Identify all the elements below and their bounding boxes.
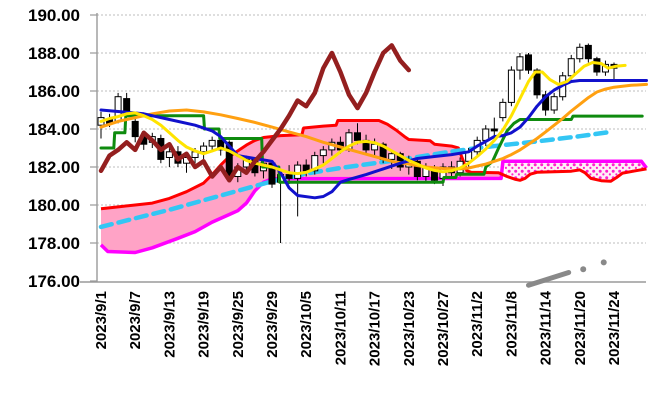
long-term-line-dot — [580, 266, 587, 273]
x-axis-date-label: 2023/11/20 — [572, 291, 589, 365]
x-axis-date-label: 2023/10/17 — [367, 291, 384, 366]
candle-body-up — [507, 69, 515, 103]
lagging-span-line — [98, 43, 412, 183]
x-axis-date-label: 2023/9/1 — [93, 291, 110, 349]
x-axis-date-label: 2023/10/23 — [401, 291, 418, 366]
candle-body-down — [533, 69, 541, 96]
candle-body-down — [123, 98, 131, 113]
candle — [165, 148, 173, 167]
y-axis-label: 182.00 — [28, 158, 80, 177]
candle — [499, 98, 507, 122]
y-axis-label: 188.00 — [28, 44, 80, 63]
x-axis-date-label: 2023/9/7 — [127, 291, 144, 349]
y-axis-label: 186.00 — [28, 82, 80, 101]
y-axis-label: 180.00 — [28, 196, 80, 215]
x-axis-labels: 2023/9/1 2023/9/7 2023/9/13 2023/9/19 2023/9… — [93, 290, 623, 366]
candle-body-up — [567, 58, 575, 77]
candle — [507, 66, 515, 107]
candle — [584, 43, 592, 63]
candle-body-up — [499, 101, 507, 119]
candle — [200, 142, 208, 160]
x-axis-date-label: 2023/11/14 — [538, 290, 555, 365]
ma-slow-line — [99, 82, 648, 171]
x-axis-date-label: 2023/9/29 — [264, 291, 281, 358]
x-axis-date-label: 2023/9/13 — [161, 291, 178, 358]
candle-body-down — [131, 120, 139, 138]
candle — [311, 151, 319, 175]
y-axis-label: 176.00 — [28, 272, 80, 291]
candle-body-up — [388, 153, 396, 160]
candle — [550, 92, 558, 114]
candle — [593, 56, 601, 76]
candle — [576, 43, 584, 63]
candle-body-down — [413, 160, 421, 178]
candle-body-up — [208, 139, 216, 147]
trend-dashed-line — [98, 129, 613, 230]
candle-body-down — [593, 58, 601, 73]
candle-body-down — [217, 139, 225, 151]
candle — [114, 92, 122, 124]
candle-body-down — [354, 132, 361, 141]
candle-body-up — [311, 155, 319, 172]
x-axis-date-label: 2023/10/5 — [298, 291, 315, 358]
candle-body-up — [576, 46, 584, 60]
candle-body-up — [550, 96, 558, 111]
candle-body-up — [200, 145, 208, 153]
candle — [208, 136, 216, 152]
candle-body-down — [285, 174, 293, 179]
kumo-cloud-dotted — [502, 161, 647, 182]
long-term-line — [526, 270, 572, 288]
x-axis-date-label: 2023/11/24 — [606, 290, 623, 365]
x-axis-date-label: 2023/11/2 — [469, 291, 486, 357]
y-axis-label: 184.00 — [28, 120, 80, 139]
y-axis-label: 178.00 — [28, 234, 80, 253]
candle-body-down — [525, 54, 532, 71]
candle — [131, 117, 139, 143]
candle — [354, 123, 361, 145]
y-axis-label: 190.00 — [28, 6, 80, 25]
candle — [525, 53, 532, 74]
candle-body-down — [490, 128, 498, 132]
candle-body-down — [396, 153, 404, 168]
y-axis-labels: 190.00 188.00 186.00 184.00 182.00 180.00 178.… — [28, 6, 80, 291]
candle — [490, 117, 498, 137]
candle — [319, 146, 327, 164]
candle — [294, 161, 302, 217]
x-axis-date-label: 2023/10/11 — [332, 291, 349, 365]
x-axis-date-label: 2023/9/25 — [230, 291, 247, 358]
x-axis-date-label: 2023/10/27 — [435, 291, 452, 366]
candle-body-up — [516, 56, 524, 71]
candle-body-up — [294, 164, 302, 179]
ma-fast-line — [99, 61, 627, 176]
candle-body-down — [584, 44, 592, 60]
senkou-span-a-line — [100, 119, 647, 211]
candle-body-up — [319, 149, 327, 157]
x-axis-date-label: 2023/9/19 — [196, 291, 213, 358]
long-term-line-dot — [600, 259, 607, 266]
candle-body-up — [165, 151, 173, 159]
x-axis-date-label: 2023/11/8 — [503, 291, 520, 357]
candle — [516, 53, 524, 80]
ma-mid-line — [99, 79, 648, 200]
